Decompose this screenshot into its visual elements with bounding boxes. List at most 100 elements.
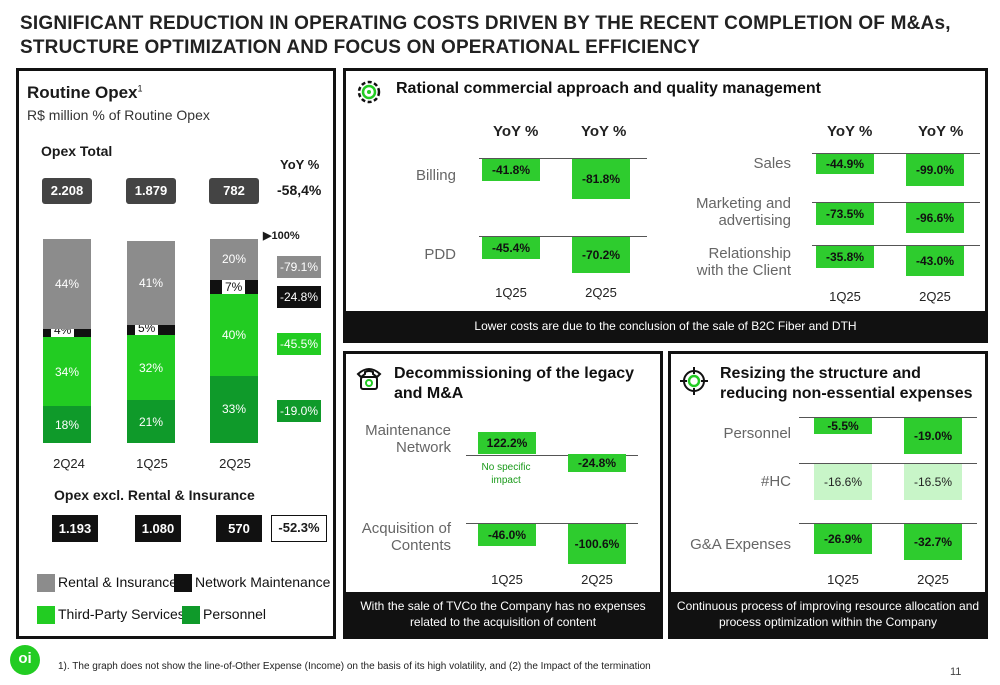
row-line bbox=[799, 463, 977, 464]
legend-third: Third-Party Services bbox=[58, 606, 185, 622]
row-line bbox=[812, 202, 980, 203]
yoy-rental: -79.1% bbox=[277, 256, 321, 278]
yoy-personnel: -19.0% bbox=[277, 400, 321, 422]
value-maintenance-1q25: 122.2% bbox=[478, 432, 536, 454]
value-marketing-2q25: -96.6% bbox=[906, 203, 964, 233]
bar-segment-network-2q25: 7% bbox=[210, 279, 258, 295]
legend-swatch-third bbox=[37, 606, 55, 624]
routine-opex-heading: Routine Opex1 bbox=[27, 83, 143, 102]
gear-icon bbox=[354, 77, 384, 107]
value-acquisition-2q25: -100.6% bbox=[568, 524, 626, 564]
value-hc-2q25: -16.5% bbox=[904, 464, 962, 500]
value-pdd-1q25: -45.4% bbox=[482, 237, 540, 259]
bar-label: 41% bbox=[138, 275, 164, 290]
hundred-label: ▶100% bbox=[263, 230, 300, 242]
bar-segment-rental-1q25: 41% bbox=[127, 241, 175, 325]
row-line bbox=[479, 236, 647, 237]
row-line bbox=[799, 417, 977, 418]
bar-label: 32% bbox=[138, 360, 164, 375]
row-line bbox=[799, 523, 977, 524]
legend-swatch-rental bbox=[37, 574, 55, 592]
decom-q2: 2Q25 bbox=[581, 572, 613, 587]
total-2q25: 782 bbox=[209, 178, 259, 204]
yoy-network: -24.8% bbox=[277, 286, 321, 308]
commercial-right-yoy-1: YoY % bbox=[827, 123, 873, 140]
resize-q1: 1Q25 bbox=[827, 572, 859, 587]
no-specific-impact-note: No specific impact bbox=[481, 462, 531, 486]
total-1q25: 1.879 bbox=[126, 178, 176, 204]
legend-swatch-personnel bbox=[182, 606, 200, 624]
bar-segment-third-party-1q25: 32% bbox=[127, 334, 175, 401]
resize-title: Resizing the structure and reducing non-… bbox=[720, 365, 973, 402]
value-sales-2q25: -99.0% bbox=[906, 154, 964, 186]
opex-total-label: Opex Total bbox=[41, 143, 113, 159]
yoy-third: -45.5% bbox=[277, 333, 321, 355]
decommissioning-panel: Decommissioning of the legacy and M&A Ma… bbox=[343, 351, 663, 639]
row-line bbox=[812, 153, 980, 154]
commercial-right-q1: 1Q25 bbox=[829, 289, 861, 304]
value-acquisition-1q25: -46.0% bbox=[478, 524, 536, 546]
row-line bbox=[466, 455, 638, 456]
oi-logo: oi bbox=[10, 645, 40, 675]
xlabel-2q24: 2Q24 bbox=[53, 456, 85, 471]
value-hc-1q25: -16.6% bbox=[814, 464, 872, 500]
target-icon bbox=[679, 366, 709, 396]
bar-segment-personnel-1q25: 21% bbox=[127, 400, 175, 443]
page-number: 11 bbox=[950, 666, 962, 678]
decom-q1: 1Q25 bbox=[491, 572, 523, 587]
page-title: SIGNIFICANT REDUCTION IN OPERATING COSTS… bbox=[20, 13, 951, 58]
resizing-panel: Resizing the structure and reducing non-… bbox=[668, 351, 988, 639]
bar-segment-personnel-2q24: 18% bbox=[43, 406, 91, 443]
telephone-icon bbox=[354, 362, 384, 392]
bar-label: 21% bbox=[138, 414, 164, 429]
commercial-left-yoy-2: YoY % bbox=[581, 123, 627, 140]
commercial-left-q1: 1Q25 bbox=[495, 285, 527, 300]
total-2q24: 2.208 bbox=[42, 178, 92, 204]
legend-network: Network Maintenance bbox=[195, 574, 331, 590]
bar-label: 44% bbox=[54, 276, 80, 291]
row-line bbox=[479, 158, 647, 159]
bar-label: 40% bbox=[221, 327, 247, 342]
bar-segment-third-party-2q25: 40% bbox=[210, 294, 258, 376]
value-billing-2q25: -81.8% bbox=[572, 159, 630, 199]
decom-title: Decommissioning of the legacy and M&A bbox=[394, 365, 635, 402]
value-pdd-2q25: -70.2% bbox=[572, 237, 630, 273]
yoy-label: YoY % bbox=[280, 157, 320, 172]
totals-yoy: -58,4% bbox=[277, 182, 322, 198]
bar-label: 20% bbox=[221, 252, 247, 267]
value-sales-1q25: -44.9% bbox=[816, 154, 874, 174]
row-label-acquisition: Acquisition of Contents bbox=[361, 520, 451, 554]
row-line bbox=[812, 245, 980, 246]
row-label-ga: G&A Expenses bbox=[690, 536, 791, 553]
value-personnel-2q25: -19.0% bbox=[904, 418, 962, 454]
value-relationship-1q25: -35.8% bbox=[816, 246, 874, 268]
bar-segment-third-party-2q24: 34% bbox=[43, 336, 91, 407]
row-label-hc: #HC bbox=[760, 473, 791, 490]
legend-personnel: Personnel bbox=[203, 606, 267, 622]
xlabel-1q25: 1Q25 bbox=[136, 456, 168, 471]
xlabel-2q25: 2Q25 bbox=[219, 456, 251, 471]
bar-label: 34% bbox=[54, 364, 80, 379]
excl-yoy: -52.3% bbox=[271, 515, 327, 542]
row-label-billing: Billing bbox=[415, 167, 456, 184]
bar-label: 7% bbox=[222, 279, 246, 294]
row-line bbox=[466, 523, 638, 524]
arrow-right-icon: ▶ bbox=[263, 230, 272, 242]
excl-2q24: 1.193 bbox=[52, 515, 98, 542]
commercial-left-yoy-1: YoY % bbox=[493, 123, 539, 140]
row-label-maintenance: Maintenance Network bbox=[365, 422, 451, 456]
resize-q2: 2Q25 bbox=[917, 572, 949, 587]
value-personnel-1q25: -5.5% bbox=[814, 418, 872, 434]
row-label-relationship: Relationship with the Client bbox=[696, 245, 791, 279]
bar-segment-rental-2q24: 44% bbox=[43, 239, 91, 329]
legend-swatch-network bbox=[174, 574, 192, 592]
value-relationship-2q25: -43.0% bbox=[906, 246, 964, 276]
excl-label: Opex excl. Rental & Insurance bbox=[54, 487, 255, 503]
routine-opex-panel: Routine Opex1 R$ million % of Routine Op… bbox=[16, 68, 336, 639]
row-label-sales: Sales bbox=[753, 155, 791, 172]
bar-segment-personnel-2q25: 33% bbox=[210, 375, 258, 443]
excl-1q25: 1.080 bbox=[135, 515, 181, 542]
value-billing-1q25: -41.8% bbox=[482, 159, 540, 181]
bar-segment-rental-2q25: 20% bbox=[210, 239, 258, 280]
stacked-bar-chart: 18% 34% 4% 44% 21% 32% 5% 41% 33% 40% 7% 20% bbox=[19, 71, 339, 471]
